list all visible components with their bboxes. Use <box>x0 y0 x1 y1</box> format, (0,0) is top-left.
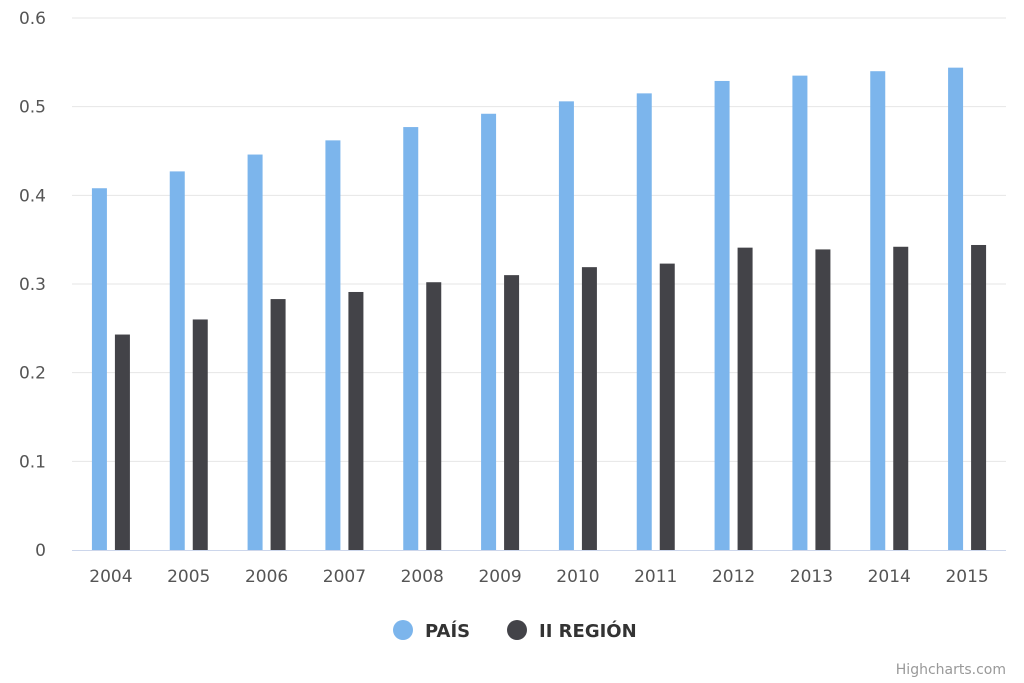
y-tick-label: 0.1 <box>19 452 46 472</box>
bar-ii-region-2007[interactable] <box>348 291 364 550</box>
gridlines <box>72 17 1006 462</box>
x-tick-label: 2013 <box>790 567 833 587</box>
legend-item-ii-region[interactable]: II REGIÓN <box>507 620 637 642</box>
bar-ii-region-2011[interactable] <box>659 263 675 550</box>
legend-item-pais[interactable]: PAÍS <box>393 620 470 642</box>
legend-label: II REGIÓN <box>539 620 637 642</box>
x-tick-label: 2005 <box>167 567 210 587</box>
bar-pais-2015[interactable] <box>948 67 964 551</box>
bar-pais-2006[interactable] <box>247 154 263 550</box>
legend: PAÍS II REGIÓN <box>393 620 637 642</box>
bar-ii-region-2012[interactable] <box>737 247 753 550</box>
bar-ii-region-2008[interactable] <box>426 282 442 550</box>
bar-pais-2013[interactable] <box>792 75 808 550</box>
x-axis-tick-labels: 2004 2005 2006 2007 2008 2009 2010 2011 2012 2013… <box>89 567 988 587</box>
bar-pais-2011[interactable] <box>636 93 652 550</box>
y-tick-label: 0.4 <box>19 186 46 206</box>
bar-pais-2005[interactable] <box>169 171 185 551</box>
y-tick-label: 0.3 <box>19 275 46 295</box>
x-tick-label: 2012 <box>712 567 755 587</box>
y-tick-label: 0.6 <box>19 9 46 29</box>
bar-ii-region-2004[interactable] <box>114 334 130 550</box>
legend-marker <box>507 620 527 640</box>
x-tick-label: 2015 <box>945 567 988 587</box>
y-axis-tick-labels: 0 0.1 0.2 0.3 0.4 0.5 0.6 <box>19 9 46 561</box>
bar-ii-region-2009[interactable] <box>504 275 520 550</box>
bar-pais-2007[interactable] <box>325 140 341 551</box>
legend-marker <box>393 620 413 640</box>
bar-ii-region-2015[interactable] <box>971 244 987 550</box>
y-tick-label: 0 <box>35 541 46 561</box>
y-tick-label: 0.5 <box>19 98 46 118</box>
x-tick-label: 2006 <box>245 567 288 587</box>
bar-pais-2014[interactable] <box>870 71 886 550</box>
credits-link[interactable]: Highcharts.com <box>896 662 1006 678</box>
bar-pais-2008[interactable] <box>403 127 419 550</box>
x-tick-label: 2008 <box>401 567 444 587</box>
x-tick-label: 2010 <box>556 567 599 587</box>
bar-ii-region-2005[interactable] <box>192 319 208 550</box>
bar-ii-region-2014[interactable] <box>893 246 909 550</box>
legend-label: PAÍS <box>425 620 470 642</box>
bar-pais-2004[interactable] <box>91 188 107 551</box>
bar-ii-region-2006[interactable] <box>270 299 286 550</box>
x-tick-label: 2011 <box>634 567 677 587</box>
bar-pais-2009[interactable] <box>481 113 497 550</box>
bar-pais-2010[interactable] <box>558 101 574 550</box>
x-tick-label: 2009 <box>478 567 521 587</box>
x-tick-label: 2014 <box>868 567 911 587</box>
y-tick-label: 0.2 <box>19 364 46 384</box>
bars <box>91 67 987 551</box>
x-tick-label: 2004 <box>89 567 132 587</box>
bar-ii-region-2013[interactable] <box>815 249 831 551</box>
x-tick-label: 2007 <box>323 567 366 587</box>
bar-pais-2012[interactable] <box>714 80 730 550</box>
bar-ii-region-2010[interactable] <box>581 267 597 550</box>
